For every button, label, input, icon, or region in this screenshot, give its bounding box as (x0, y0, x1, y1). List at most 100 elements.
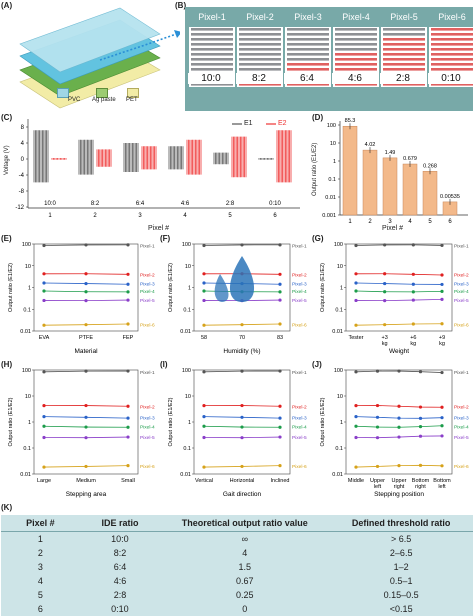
threshold-table: Pixel # IDE ratio Theoretical output rat… (1, 515, 473, 616)
voltage-trace-chart: 8 4 0 -4 -8 -12 10:0 1 8:2 2 6:4 3 4:6 4 2:8 5 0:10 6 (15, 119, 300, 219)
c-pulse-group (258, 130, 292, 183)
mini-series-label: Pixel-6 (292, 464, 307, 470)
mini-xlabel: Humidity (%) (223, 348, 260, 355)
table-row: 1 10:0 ∞ > 6.5 (1, 532, 473, 547)
mini-series-point (418, 405, 423, 409)
table-cell: > 6.5 (391, 534, 412, 544)
mini-series-point (278, 463, 282, 468)
mini-series-point (440, 405, 444, 409)
mini-xtick-label: EVA (39, 335, 50, 341)
mini-series-point (126, 272, 130, 276)
mini-series-point (202, 424, 206, 428)
mini-series-line (355, 290, 443, 293)
mini-chart-h: 0.01 0.1 1 10 100 Large Medium Small Stepping ar… (8, 368, 155, 498)
mini-xlabel: Material (74, 348, 98, 355)
mini-series-point (397, 425, 401, 429)
legend-label-ag-paste: Ag paste (92, 97, 116, 103)
mini-xtick-label: 70 (239, 335, 245, 341)
mini-ytick-label: 10 (25, 394, 31, 400)
mini-series-point (42, 298, 46, 303)
mini-series-point (411, 282, 415, 286)
mini-xtick-label: Large (37, 478, 51, 484)
mini-series-point (440, 416, 444, 420)
pixel-ide-ratio: 0:10 (428, 73, 474, 84)
mini-chart-e: 0.01 0.1 1 10 100 EVA PTFE FEP Material Output ra… (8, 242, 155, 355)
panel-label-f: (F) (160, 234, 171, 243)
mini-ylabel: Output ratio (E1/E2) (320, 263, 326, 312)
pixel-ide-ratio: 6:4 (284, 73, 330, 84)
mini-xtick-label: Small (121, 478, 135, 484)
mini-series-point (418, 416, 423, 420)
table-cell: 0.25 (236, 590, 254, 600)
table-cell: 2 (37, 548, 43, 558)
mini-xtick-label: right (415, 484, 426, 490)
mini-series-point (240, 243, 244, 247)
mini-ytick-label: 0.1 (23, 446, 31, 452)
mini-series-point (42, 281, 46, 285)
mini-series-point (84, 425, 88, 429)
mini-series-point (202, 465, 206, 469)
mini-series-label: Pixel-6 (454, 322, 469, 328)
mini-ylabel: Output ratio (E1/E2) (320, 397, 326, 446)
mini-xtick-label: kg (439, 341, 445, 347)
c-xtick-label: 6 (273, 213, 277, 219)
mini-series-point (42, 424, 46, 428)
c-xlabel: Pixel # (148, 225, 170, 232)
mini-series-point (126, 282, 130, 286)
mini-ytick-label: 1 (340, 420, 343, 426)
pixel-pattern-5 (380, 21, 428, 107)
mini-series-label: Pixel-2 (140, 404, 155, 410)
table-header-pixel: Pixel # (1, 515, 80, 532)
mini-series-label: Pixel-2 (292, 272, 307, 278)
mini-series-point (126, 369, 130, 373)
pixel-ide-ratio: 10:0 (188, 73, 234, 84)
pixel-title: Pixel-2 (246, 12, 274, 22)
mini-series-point (440, 289, 444, 293)
mini-series-point (42, 243, 46, 248)
d-bar (402, 163, 418, 216)
d-ytick-label: 10 (330, 141, 336, 147)
mini-series-label: Pixel-2 (292, 404, 307, 410)
mini-ytick-label: 0.01 (180, 472, 191, 478)
table-cell: 4:6 (113, 576, 127, 586)
c-ratio-label: 8:2 (91, 201, 100, 207)
mini-series-label: Pixel-5 (292, 298, 307, 304)
c-ytick-label: 8 (21, 125, 25, 131)
mini-ytick-label: 100 (22, 242, 31, 248)
mini-series-point (278, 282, 282, 286)
d-bar (422, 171, 438, 216)
mini-series-label: Pixel-6 (140, 322, 155, 328)
mini-series-label: Pixel-5 (140, 298, 155, 304)
mini-series-point (440, 370, 444, 375)
mini-xtick-label: Inclined (271, 478, 290, 484)
mini-series-point (354, 272, 358, 276)
mini-series-label: Pixel-4 (454, 289, 469, 295)
d-ytick-label: 0.01 (325, 195, 336, 201)
d-value-label: 85.3 (345, 118, 356, 124)
mini-xtick-label: Vertical (195, 478, 213, 484)
mini-series-point (440, 464, 444, 468)
mini-series-point (354, 415, 358, 419)
table-row: 3 6:4 1.5 1–2 (1, 560, 473, 574)
mini-xtick-label: FEP (123, 335, 134, 341)
mini-series-point (411, 322, 415, 326)
pixel-title: Pixel-5 (390, 12, 418, 22)
mini-ytick-label: 1 (188, 420, 191, 426)
mini-ytick-label: 100 (334, 368, 343, 374)
mini-series-point (42, 370, 46, 374)
c-xtick-label: 5 (228, 213, 232, 219)
mini-series-point (84, 299, 88, 303)
mini-series-point (383, 299, 387, 303)
mini-series-point (375, 464, 380, 469)
mini-series-point (397, 416, 401, 420)
mini-series-point (383, 272, 387, 276)
mini-series-point (278, 322, 282, 326)
legend-label-pet: PET (126, 97, 138, 103)
c-ytick-label: 4 (21, 141, 25, 147)
mini-series-point (126, 425, 130, 429)
mini-series-label: Pixel-2 (454, 272, 469, 278)
table-cell: 0.67 (236, 576, 254, 586)
d-ytick-label: 0.001 (322, 213, 336, 219)
mini-ylabel: Output ratio (E1/E2) (168, 263, 174, 312)
mini-ylabel: Output ratio (E1/E2) (8, 397, 14, 446)
